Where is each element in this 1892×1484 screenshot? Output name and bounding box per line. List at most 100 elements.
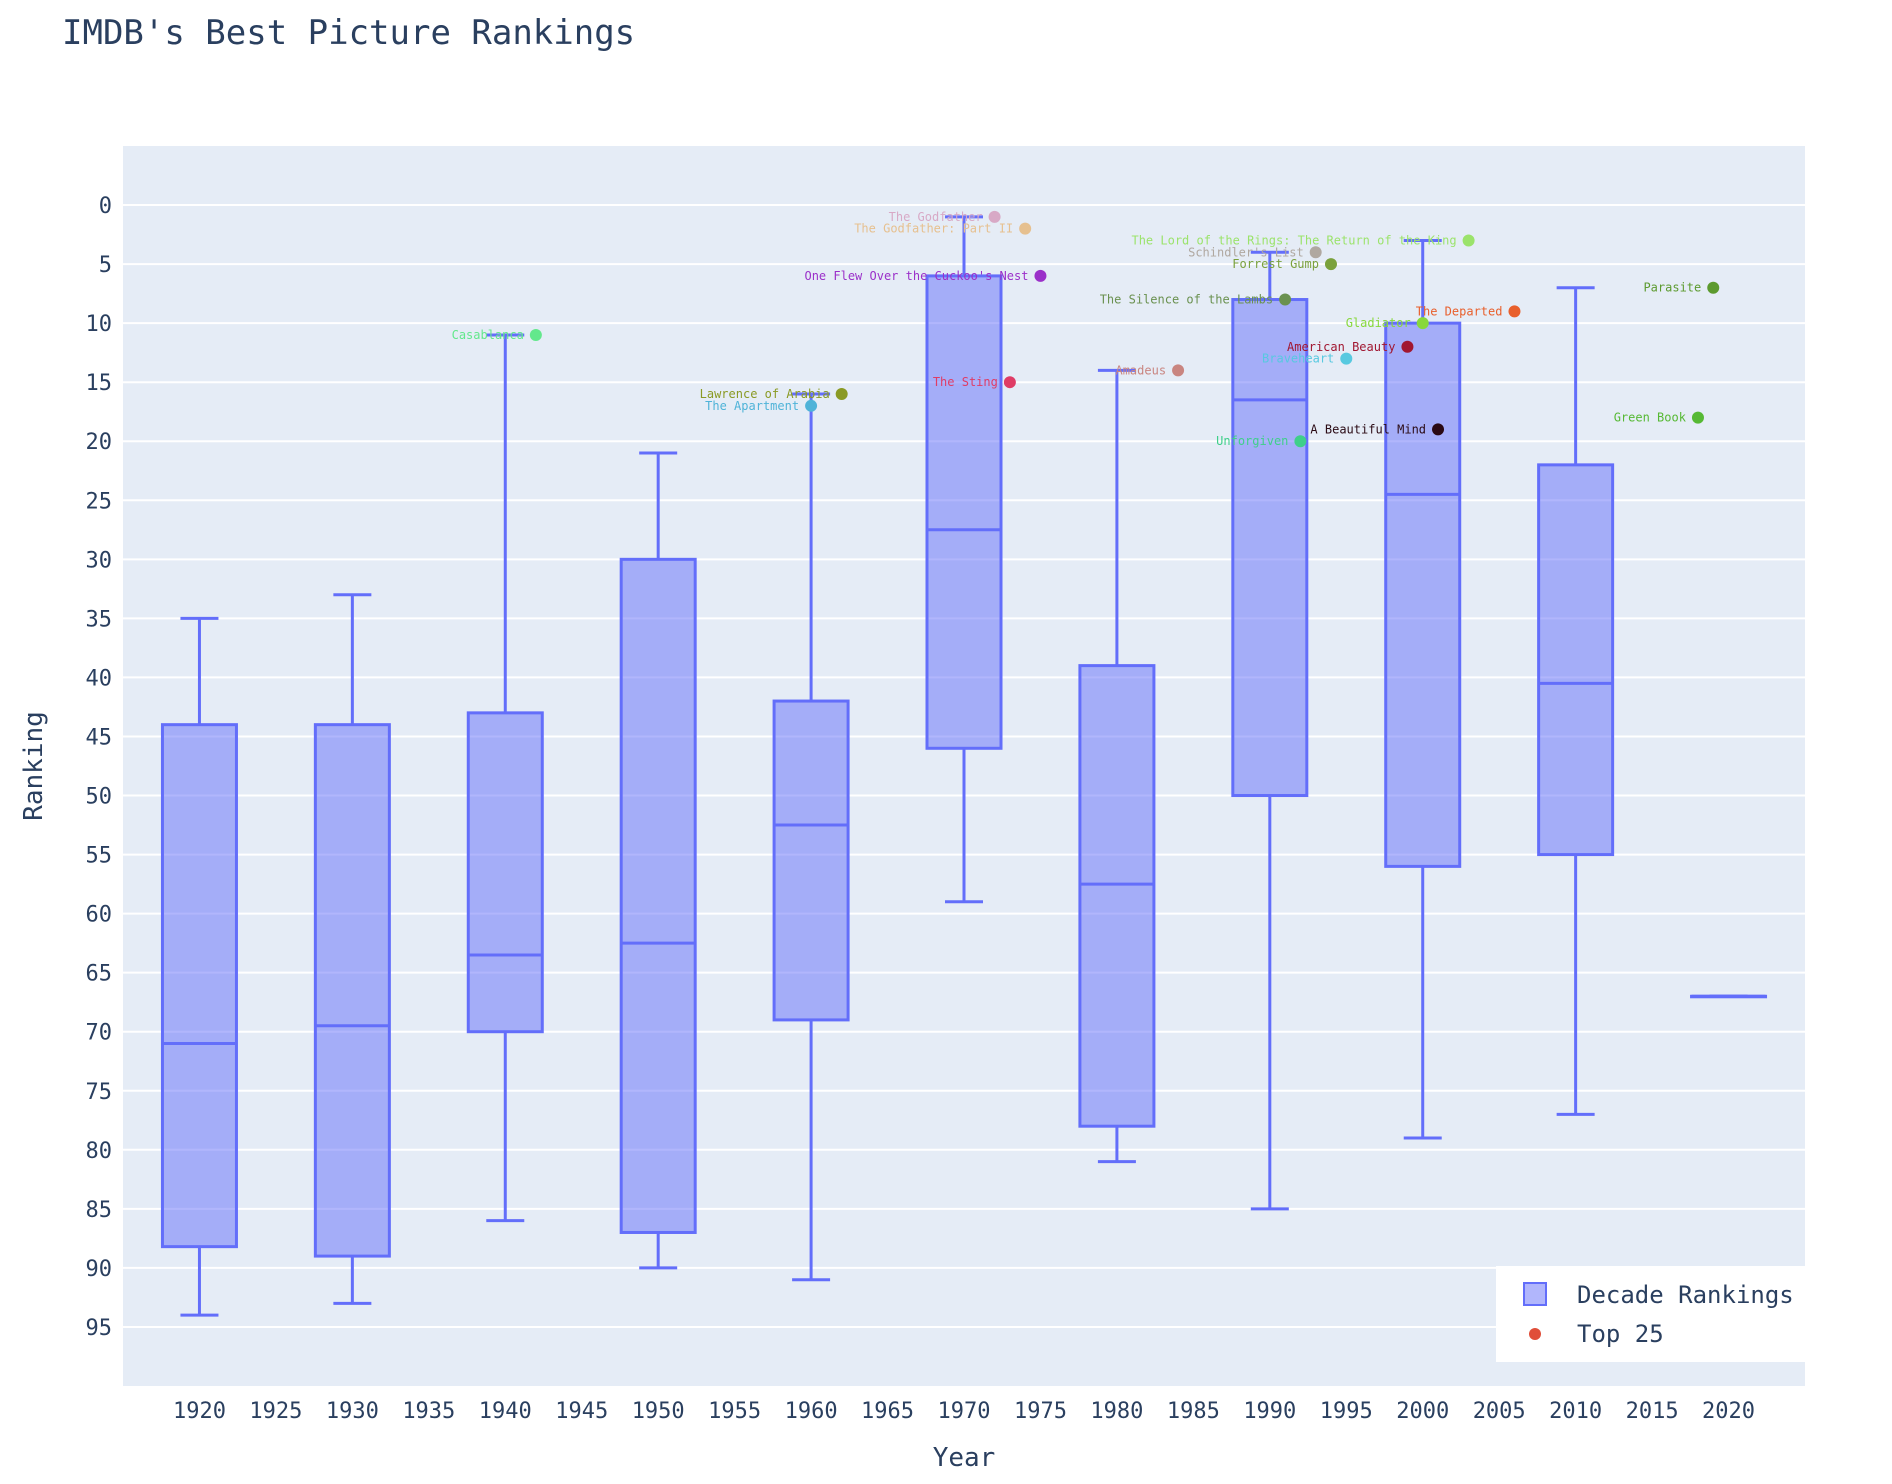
top25-label: Forrest Gump: [1232, 257, 1319, 271]
x-tick-label: 2010: [1549, 1399, 1602, 1424]
top25-label: The Lord of the Rings: The Return of the…: [1131, 233, 1456, 247]
top25-label: The Godfather: Part II: [854, 222, 1013, 236]
top25-label: Amadeus: [1115, 363, 1166, 377]
y-tick-label: 85: [86, 1198, 113, 1223]
y-tick-label: 5: [99, 253, 112, 278]
x-tick-label: 2020: [1702, 1399, 1755, 1424]
legend-entry-top-25: Top 25: [1577, 1320, 1664, 1348]
y-tick-label: 30: [86, 548, 113, 573]
top25-label: Gladiator: [1346, 316, 1411, 330]
top25-point: [805, 399, 818, 412]
box-1940: [466, 333, 544, 1223]
legend: Decade Rankings Top 25: [1496, 1266, 1805, 1362]
top25-label: Casablanca: [452, 328, 524, 342]
top25-point: [1034, 269, 1047, 282]
top25-point: [1279, 293, 1292, 306]
top25-point: [1019, 222, 1032, 235]
top25-point: [1324, 258, 1337, 271]
y-tick-label: 45: [86, 725, 113, 750]
top25-label: Parasite: [1643, 281, 1701, 295]
y-tick-label: 55: [86, 844, 113, 869]
top25-label: The Godfather: [889, 210, 983, 224]
y-tick-label: 20: [86, 430, 113, 455]
box-iqr: [772, 699, 850, 1022]
box-series: [160, 215, 1768, 1317]
box-iqr: [619, 557, 697, 1234]
y-tick-label: 50: [86, 785, 113, 810]
y-tick-label: 0: [99, 194, 112, 219]
top25-label: The Sting: [933, 375, 998, 389]
box-1950: [619, 451, 697, 1270]
top25-label: Schindler's List: [1188, 245, 1304, 259]
box-iqr: [1384, 321, 1462, 868]
top25-point: [835, 388, 848, 400]
top25-label: One Flew Over the Cuckoo's Nest: [804, 269, 1028, 283]
box-1980: [1078, 368, 1156, 1164]
top25-label: American Beauty: [1287, 340, 1395, 354]
y-axis-ticks: 0 5 10 15 20 25 30 35 40 45 50 55 60 65 70 75 80 85 90 95: [86, 194, 113, 1341]
box-iqr: [1078, 664, 1156, 1128]
x-tick-label: 2005: [1473, 1399, 1526, 1424]
y-tick-label: 35: [86, 607, 113, 632]
x-tick-label: 2015: [1626, 1399, 1679, 1424]
top25-point: [1707, 281, 1720, 294]
x-tick-label: 1985: [1167, 1399, 1220, 1424]
box-iqr: [313, 723, 391, 1258]
box-1920: [160, 616, 238, 1317]
x-tick-label: 1925: [249, 1399, 302, 1424]
x-axis-title: Year: [933, 1443, 996, 1473]
x-tick-label: 1945: [555, 1399, 608, 1424]
y-axis-title: Ranking: [19, 711, 49, 821]
top25-label: Braveheart: [1262, 352, 1334, 366]
x-tick-label: 2000: [1396, 1399, 1449, 1424]
box-iqr: [1231, 298, 1309, 798]
y-tick-label: 65: [86, 962, 113, 987]
top25-label: Unforgiven: [1216, 434, 1288, 448]
x-tick-label: 1975: [1014, 1399, 1067, 1424]
y-tick-label: 80: [86, 1139, 113, 1164]
top25-point: [988, 210, 1001, 223]
y-tick-label: 15: [86, 371, 113, 396]
y-tick-label: 75: [86, 1080, 113, 1105]
top25-point: [1508, 305, 1521, 318]
y-tick-label: 70: [86, 1021, 113, 1046]
top25-point: [1340, 352, 1353, 365]
box-1930: [313, 593, 391, 1305]
top25-point: [1172, 364, 1185, 377]
y-tick-label: 60: [86, 903, 113, 928]
box-1960: [772, 392, 850, 1282]
x-tick-label: 1955: [708, 1399, 761, 1424]
top25-label: The Silence of the Lambs: [1100, 293, 1273, 307]
top25-label: The Apartment: [705, 399, 799, 413]
x-tick-label: 1970: [938, 1399, 991, 1424]
x-tick-label: 1990: [1243, 1399, 1296, 1424]
top25-point: [1462, 234, 1475, 247]
y-tick-label: 25: [86, 489, 113, 514]
legend-background: [1496, 1266, 1805, 1362]
box-2010: [1537, 286, 1615, 1116]
top25-label: A Beautiful Mind: [1310, 422, 1426, 436]
y-tick-label: 95: [86, 1316, 113, 1341]
box-iqr: [925, 274, 1003, 750]
legend-entry-decade-rankings: Decade Rankings: [1577, 1281, 1794, 1309]
box-iqr: [160, 723, 238, 1249]
y-tick-label: 90: [86, 1257, 113, 1282]
x-tick-label: 1980: [1090, 1399, 1143, 1424]
y-tick-label: 10: [86, 312, 113, 337]
top25-point: [1294, 435, 1307, 448]
y-tick-label: 40: [86, 666, 113, 691]
box-1990: [1231, 250, 1309, 1211]
top25-label: The Departed: [1416, 304, 1503, 318]
box-iqr: [466, 711, 544, 1034]
top25-label: Green Book: [1614, 411, 1687, 425]
top25-point: [1309, 246, 1322, 259]
x-tick-label: 1965: [861, 1399, 914, 1424]
x-tick-label: 1960: [785, 1399, 838, 1424]
chart-title: IMDB's Best Picture Rankings: [62, 13, 635, 53]
top25-point: [1416, 317, 1429, 330]
x-tick-label: 1920: [173, 1399, 226, 1424]
top25-series: [529, 210, 1720, 448]
x-tick-label: 1940: [479, 1399, 532, 1424]
